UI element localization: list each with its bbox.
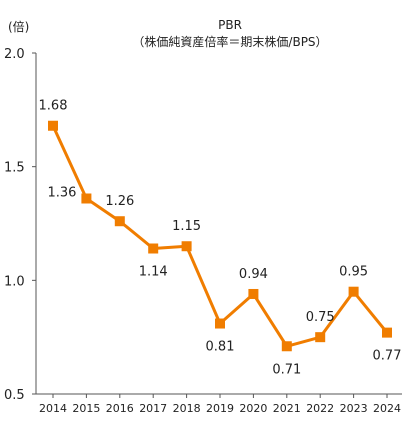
data-point	[248, 288, 259, 299]
chart-title: PBR	[218, 18, 242, 32]
x-tick-label: 2017	[139, 402, 167, 415]
data-point	[81, 193, 92, 204]
x-tick-label: 2023	[340, 402, 368, 415]
x-tick-label: 2014	[39, 402, 67, 415]
x-tick-label: 2021	[273, 402, 301, 415]
data-label: 0.94	[239, 267, 268, 282]
data-label: 0.77	[373, 349, 402, 364]
data-label: 0.75	[306, 310, 335, 325]
x-tick-label: 2020	[239, 402, 267, 415]
x-tick-label: 2022	[306, 402, 334, 415]
x-tick-label: 2015	[72, 402, 100, 415]
data-label: 1.36	[47, 185, 76, 200]
y-unit-label: (倍)	[8, 20, 30, 34]
data-label: 1.68	[39, 99, 68, 114]
data-point	[148, 243, 159, 254]
data-label: 1.26	[105, 194, 134, 209]
data-label: 1.15	[172, 219, 201, 234]
x-tick-label: 2019	[206, 402, 234, 415]
y-tick-label: 1.5	[4, 161, 25, 176]
data-point	[315, 332, 326, 343]
data-label: 0.81	[206, 340, 235, 355]
x-tick-label: 2018	[173, 402, 201, 415]
data-point	[114, 216, 125, 227]
x-tick-label: 2016	[106, 402, 134, 415]
data-point	[48, 120, 58, 131]
series-line	[51, 125, 389, 348]
y-tick-label: 2.0	[4, 47, 25, 62]
data-point	[181, 241, 192, 252]
chart-subtitle: （株価純資産倍率＝期末株価/BPS）	[132, 35, 328, 49]
data-point	[348, 286, 359, 297]
y-tick-label: 0.5	[4, 388, 25, 403]
data-label: 1.14	[139, 265, 168, 280]
x-tick-label: 2024	[373, 402, 401, 415]
data-point	[215, 318, 225, 329]
data-label: 0.71	[272, 362, 301, 377]
data-point	[382, 327, 392, 338]
y-tick-label: 1.0	[4, 274, 25, 289]
data-point	[281, 341, 292, 352]
data-label: 0.95	[339, 265, 368, 280]
